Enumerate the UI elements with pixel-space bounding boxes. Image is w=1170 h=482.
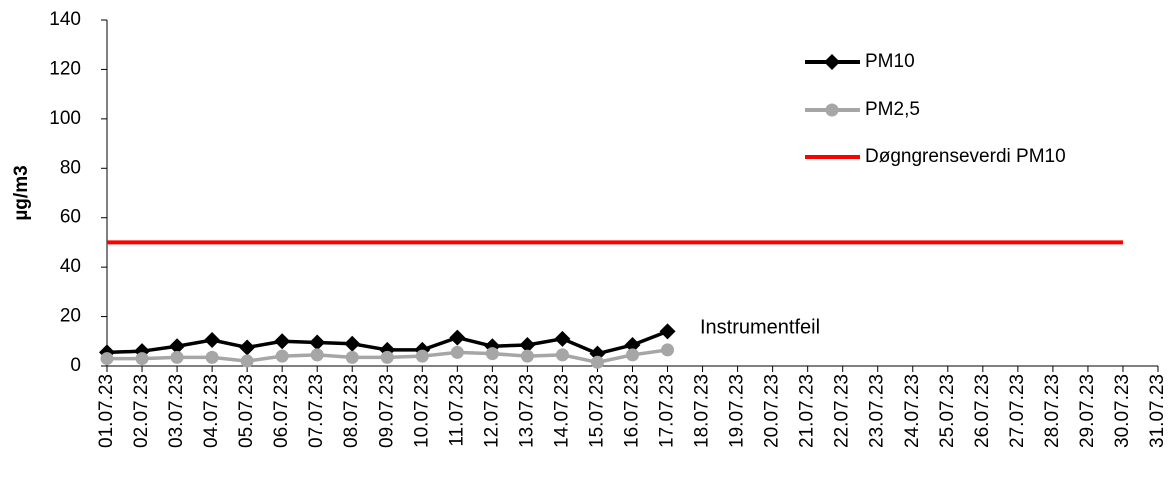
x-tick-label: 27.07.23 — [1007, 374, 1028, 448]
y-tick-label: 100 — [49, 108, 81, 129]
legend-label: PM2,5 — [865, 99, 920, 120]
x-tick-label: 19.07.23 — [727, 374, 748, 448]
marker — [345, 350, 359, 364]
annotation: Instrumentfeil — [700, 316, 820, 338]
marker — [624, 336, 641, 353]
x-tick-label: 05.07.23 — [236, 374, 257, 448]
x-tick-label: 07.07.23 — [306, 374, 327, 448]
marker — [170, 350, 184, 364]
legend-marker — [824, 54, 840, 70]
legend-label: PM10 — [865, 51, 915, 72]
y-tick-label: 60 — [60, 207, 81, 228]
x-tick-label: 17.07.23 — [657, 374, 678, 448]
marker — [449, 329, 466, 346]
x-tick-label: 21.07.23 — [797, 374, 818, 448]
x-tick-label: 15.07.23 — [586, 374, 607, 448]
x-tick-label: 16.07.23 — [622, 374, 643, 448]
y-tick-label: 80 — [60, 157, 81, 178]
legend-label: Døgngrenseverdi PM10 — [865, 146, 1066, 167]
x-tick-label: 24.07.23 — [902, 374, 923, 448]
marker — [554, 330, 571, 347]
x-tick-label: 11.07.23 — [446, 374, 467, 447]
legend-marker — [825, 103, 839, 117]
x-tick-label: 04.07.23 — [201, 374, 222, 448]
x-tick-label: 29.07.23 — [1077, 374, 1098, 448]
marker — [519, 336, 536, 353]
marker — [274, 333, 291, 350]
marker — [659, 323, 676, 340]
y-axis-label: µg/m3 — [11, 165, 32, 220]
marker — [590, 355, 604, 369]
x-tick-label: 08.07.23 — [341, 374, 362, 448]
marker — [450, 345, 464, 359]
marker — [415, 349, 429, 363]
marker — [239, 339, 256, 356]
x-tick-label: 30.07.23 — [1112, 374, 1133, 448]
x-tick-label: 28.07.23 — [1042, 374, 1063, 448]
x-tick-label: 13.07.23 — [516, 374, 537, 448]
marker — [169, 338, 186, 355]
y-tick-label: 20 — [60, 306, 81, 327]
marker — [626, 348, 639, 362]
marker — [485, 347, 499, 361]
x-tick-label: 10.07.23 — [411, 374, 432, 448]
marker — [205, 350, 219, 364]
y-tick-label: 40 — [60, 256, 81, 277]
marker — [310, 348, 324, 362]
x-tick-label: 14.07.23 — [551, 374, 572, 448]
x-tick-label: 31.07.23 — [1147, 374, 1168, 448]
marker — [555, 348, 569, 362]
x-tick-label: 22.07.23 — [832, 374, 853, 448]
y-tick-label: 140 — [49, 9, 81, 30]
marker — [520, 349, 534, 363]
x-tick-label: 01.07.23 — [96, 374, 117, 448]
marker — [275, 349, 289, 363]
marker — [204, 332, 221, 349]
marker — [344, 335, 361, 352]
marker — [380, 350, 394, 364]
marker — [309, 334, 326, 351]
x-tick-label: 23.07.23 — [867, 374, 888, 448]
x-tick-label: 12.07.23 — [481, 374, 502, 448]
x-tick-label: 20.07.23 — [762, 374, 783, 448]
y-tick-label: 0 — [70, 355, 81, 376]
x-tick-label: 26.07.23 — [972, 374, 993, 448]
marker — [100, 352, 114, 366]
x-tick-label: 02.07.23 — [131, 374, 152, 448]
x-tick-label: 18.07.23 — [692, 374, 713, 448]
marker — [135, 352, 149, 366]
x-tick-label: 09.07.23 — [376, 374, 397, 448]
marker — [240, 354, 254, 368]
x-tick-label: 06.07.23 — [271, 374, 292, 448]
marker — [661, 343, 675, 357]
x-tick-label: 25.07.23 — [937, 374, 958, 448]
y-tick-label: 120 — [49, 58, 81, 79]
x-tick-label: 03.07.23 — [166, 374, 187, 448]
